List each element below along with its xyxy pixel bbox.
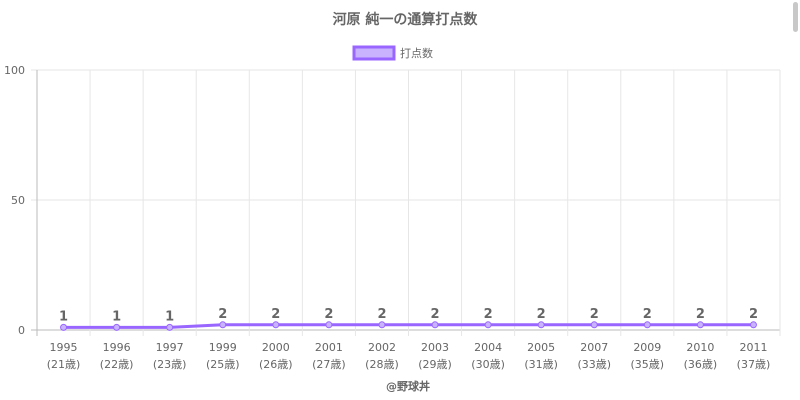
x-tick-label: 2004 <box>474 341 502 354</box>
data-point[interactable] <box>431 321 439 329</box>
x-tick-label: 2003 <box>421 341 449 354</box>
data-point[interactable] <box>219 321 227 329</box>
data-label: 2 <box>537 307 546 322</box>
data-label: 2 <box>271 307 280 322</box>
x-tick-label: 2011 <box>739 341 767 354</box>
x-tick-age-label: (31歳) <box>524 358 558 371</box>
x-axis: 1995 (21歳) 1996 (22歳) 1997 (23歳) 1999 (25歳) 2000… <box>47 341 771 371</box>
x-tick-age-label: (29歳) <box>418 358 452 371</box>
data-point[interactable] <box>272 321 280 329</box>
x-tick-label: 1997 <box>156 341 184 354</box>
data-label: 2 <box>484 307 493 322</box>
series-line-path <box>63 323 754 329</box>
data-point[interactable] <box>60 323 68 331</box>
data-label: 2 <box>749 307 758 322</box>
y-axis: 0 50 100 <box>4 64 25 337</box>
data-point[interactable] <box>537 321 545 329</box>
data-point[interactable] <box>113 323 121 331</box>
x-tick-age-label: (27歳) <box>312 358 346 371</box>
data-labels: 1 1 1 2 2 2 2 2 2 2 2 2 2 2 <box>59 307 758 325</box>
data-label: 2 <box>696 307 705 322</box>
x-tick-label: 1996 <box>103 341 131 354</box>
legend[interactable]: 打点数 <box>352 45 433 61</box>
x-tick-age-label: (35歳) <box>631 358 665 371</box>
data-label: 1 <box>112 309 121 324</box>
x-tick-age-label: (37歳) <box>737 358 771 371</box>
legend-label: 打点数 <box>400 46 433 60</box>
data-point[interactable] <box>696 321 704 329</box>
data-label: 1 <box>59 309 68 324</box>
x-tick-label: 2007 <box>580 341 608 354</box>
x-tick-age-label: (36歳) <box>684 358 718 371</box>
data-label: 1 <box>165 309 174 324</box>
x-tick-age-label: (21歳) <box>47 358 81 371</box>
data-point[interactable] <box>643 321 651 329</box>
x-tick-age-label: (25歳) <box>206 358 240 371</box>
y-tick-label: 50 <box>11 194 25 207</box>
x-tick-label: 2009 <box>633 341 661 354</box>
x-tick-label: 2005 <box>527 341 555 354</box>
x-tick-age-label: (22歳) <box>100 358 134 371</box>
x-tick-age-label: (30歳) <box>471 358 505 371</box>
series-line <box>60 321 757 331</box>
data-point[interactable] <box>325 321 333 329</box>
data-point[interactable] <box>378 321 386 329</box>
y-tick-label: 0 <box>18 324 25 337</box>
y-tick-label: 100 <box>4 64 25 77</box>
x-tick-label: 2002 <box>368 341 396 354</box>
data-point[interactable] <box>484 321 492 329</box>
data-label: 2 <box>377 307 386 322</box>
x-tick-age-label: (23歳) <box>153 358 187 371</box>
data-label: 2 <box>643 307 652 322</box>
x-tick-age-label: (33歳) <box>577 358 611 371</box>
x-tick-label: 2000 <box>262 341 290 354</box>
x-tick-label: 2001 <box>315 341 343 354</box>
credit-text: @野球丼 <box>386 379 430 393</box>
x-tick-age-label: (26歳) <box>259 358 293 371</box>
x-tick-label: 1999 <box>209 341 237 354</box>
data-point[interactable] <box>590 321 598 329</box>
legend-swatch <box>352 45 396 61</box>
chart-title: 河原 純一の通算打点数 <box>333 11 479 28</box>
data-label: 2 <box>218 307 227 322</box>
x-tick-label: 2010 <box>686 341 714 354</box>
x-tick-age-label: (28歳) <box>365 358 399 371</box>
grid <box>31 69 781 336</box>
data-label: 2 <box>431 307 440 322</box>
scrollbar[interactable] <box>793 2 798 32</box>
data-point[interactable] <box>166 323 174 331</box>
data-label: 2 <box>324 307 333 322</box>
data-point[interactable] <box>749 321 757 329</box>
x-tick-label: 1995 <box>50 341 78 354</box>
data-label: 2 <box>590 307 599 322</box>
